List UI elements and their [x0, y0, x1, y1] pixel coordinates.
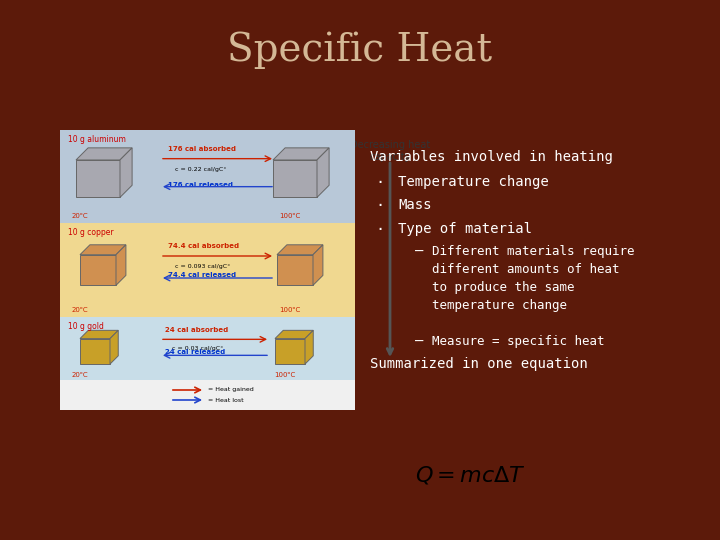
- Polygon shape: [305, 330, 313, 364]
- Text: Type of material: Type of material: [398, 222, 532, 236]
- Polygon shape: [313, 245, 323, 285]
- Polygon shape: [80, 339, 110, 364]
- Text: 10 g copper: 10 g copper: [68, 228, 114, 238]
- Text: c = 0.093 cal/gC°: c = 0.093 cal/gC°: [175, 264, 230, 269]
- Text: Mass: Mass: [398, 198, 431, 212]
- Polygon shape: [76, 148, 132, 160]
- Text: c = 0.22 cal/gC°: c = 0.22 cal/gC°: [175, 167, 226, 172]
- Text: Temperature change: Temperature change: [398, 175, 549, 189]
- Polygon shape: [80, 255, 116, 285]
- Polygon shape: [80, 245, 126, 255]
- Text: = Heat lost: = Heat lost: [208, 397, 243, 402]
- Text: Variables involved in heating: Variables involved in heating: [370, 150, 613, 164]
- Text: –: –: [415, 335, 423, 349]
- Text: = Heat gained: = Heat gained: [208, 388, 253, 393]
- Text: 74.4 cal absorbed: 74.4 cal absorbed: [168, 243, 239, 249]
- Text: 20ᵒC: 20ᵒC: [72, 307, 89, 313]
- Polygon shape: [277, 255, 313, 285]
- Polygon shape: [277, 245, 323, 255]
- Text: 24 cal released: 24 cal released: [165, 349, 225, 355]
- Text: Decreasing heat
capacity: Decreasing heat capacity: [350, 140, 430, 163]
- Text: ·: ·: [375, 222, 384, 237]
- Text: ·: ·: [375, 175, 384, 190]
- Polygon shape: [275, 330, 313, 339]
- Bar: [60, 130, 355, 224]
- Polygon shape: [275, 339, 305, 364]
- Text: 100ᵒC: 100ᵒC: [279, 213, 301, 219]
- Text: ·: ·: [375, 198, 384, 213]
- Polygon shape: [273, 160, 317, 197]
- Text: 176 cal absorbed: 176 cal absorbed: [168, 146, 236, 152]
- Polygon shape: [80, 330, 118, 339]
- Bar: [60, 380, 355, 410]
- Text: 10 g gold: 10 g gold: [68, 322, 104, 330]
- Text: Specific Heat: Specific Heat: [228, 31, 492, 69]
- Text: 20ᵒC: 20ᵒC: [72, 213, 89, 219]
- Text: 24 cal absorbed: 24 cal absorbed: [165, 327, 228, 333]
- Text: 74.4 cal released: 74.4 cal released: [168, 272, 236, 278]
- Text: Different materials require
different amounts of heat
to produce the same
temper: Different materials require different am…: [432, 245, 634, 312]
- Polygon shape: [120, 148, 132, 197]
- Bar: [60, 224, 355, 316]
- Text: 100ᵒC: 100ᵒC: [274, 372, 296, 378]
- Polygon shape: [110, 330, 118, 364]
- Polygon shape: [273, 148, 329, 160]
- Text: Summarized in one equation: Summarized in one equation: [370, 357, 588, 371]
- Text: Measure = specific heat: Measure = specific heat: [432, 335, 605, 348]
- Bar: [60, 316, 355, 410]
- Text: 176 cal released: 176 cal released: [168, 181, 233, 188]
- Text: 100ᵒC: 100ᵒC: [279, 307, 301, 313]
- Polygon shape: [76, 160, 120, 197]
- Text: $Q = mc\Delta T$: $Q = mc\Delta T$: [415, 464, 526, 486]
- Text: c = 0.03 cal/gC°: c = 0.03 cal/gC°: [172, 346, 223, 352]
- Text: –: –: [415, 245, 423, 259]
- Polygon shape: [116, 245, 126, 285]
- Polygon shape: [317, 148, 329, 197]
- Text: 20ᵒC: 20ᵒC: [72, 372, 89, 378]
- Text: 10 g aluminum: 10 g aluminum: [68, 135, 126, 144]
